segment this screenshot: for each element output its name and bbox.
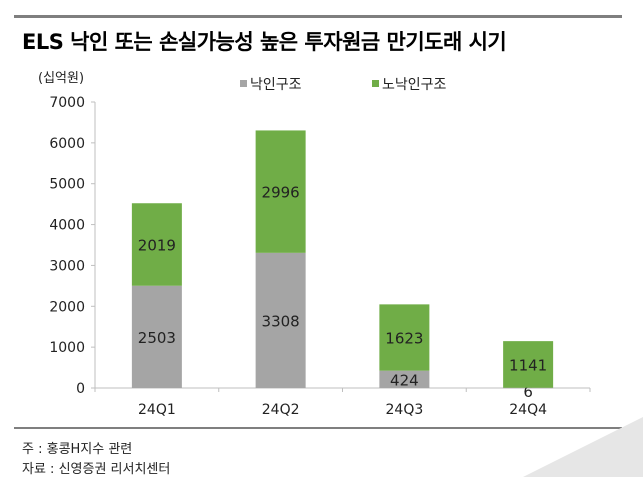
bar-knock-in bbox=[131, 285, 182, 388]
data-label: 1623 bbox=[385, 330, 423, 348]
y-tick-label: 2000 bbox=[49, 299, 85, 315]
data-label: 3308 bbox=[262, 312, 300, 330]
bottom-rule bbox=[14, 427, 622, 429]
y-tick-label: 6000 bbox=[49, 136, 85, 152]
x-tick-label: 24Q3 bbox=[386, 402, 424, 418]
bar-knock-in bbox=[255, 252, 306, 388]
data-label: 1141 bbox=[509, 356, 547, 374]
data-label: 6 bbox=[523, 383, 533, 401]
footer-source: 자료 : 신영증권 리서치센터 bbox=[22, 462, 171, 477]
legend-swatch bbox=[240, 80, 247, 87]
footer-note: 주 : 홍콩H지수 관련 bbox=[22, 442, 133, 457]
data-label: 424 bbox=[390, 371, 419, 389]
y-tick-label: 5000 bbox=[49, 177, 85, 193]
data-label: 2503 bbox=[138, 329, 176, 347]
y-tick-label: 1000 bbox=[49, 340, 85, 356]
bar-knock-in bbox=[379, 370, 430, 388]
legend-label: 노낙인구조 bbox=[382, 77, 447, 93]
data-label: 2996 bbox=[262, 184, 300, 202]
y-tick-label: 0 bbox=[76, 381, 85, 397]
x-tick-label: 24Q4 bbox=[509, 402, 547, 418]
chart-title: ELS 낙인 또는 손실가능성 높은 투자원금 만기도래 시기 bbox=[22, 30, 507, 54]
bar-no-knock-in bbox=[503, 341, 554, 388]
bar-no-knock-in bbox=[255, 130, 306, 253]
y-tick-label: 7000 bbox=[49, 95, 85, 111]
x-tick-label: 24Q1 bbox=[138, 402, 176, 418]
y-tick-label: 4000 bbox=[49, 218, 85, 234]
y-axis-label: (십억원) bbox=[38, 71, 84, 86]
legend-swatch bbox=[372, 80, 379, 87]
decorative-triangle bbox=[523, 417, 643, 477]
bar-no-knock-in bbox=[379, 304, 430, 371]
bar-knock-in bbox=[503, 387, 554, 389]
data-label: 2019 bbox=[138, 236, 176, 254]
x-tick-label: 24Q2 bbox=[262, 402, 300, 418]
top-rule bbox=[14, 15, 622, 18]
y-tick-label: 3000 bbox=[49, 258, 85, 274]
legend-label: 낙인구조 bbox=[250, 77, 302, 93]
bar-no-knock-in bbox=[131, 203, 182, 286]
